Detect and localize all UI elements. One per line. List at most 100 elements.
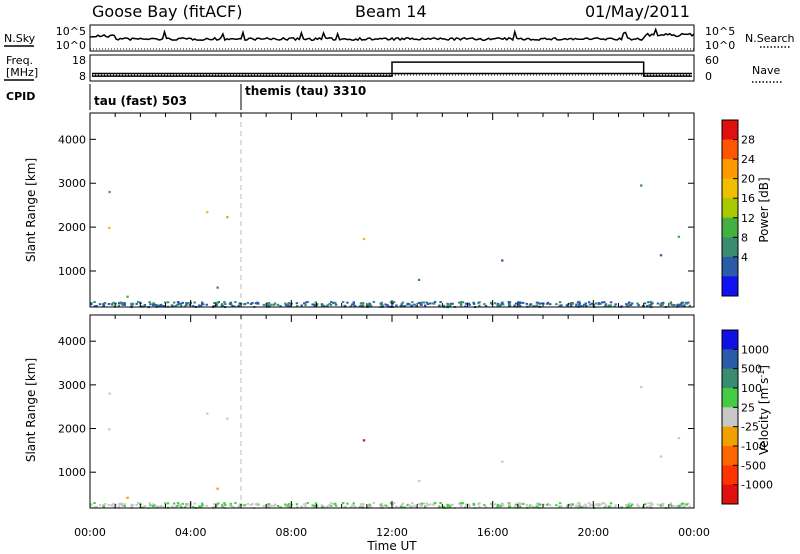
- velocity-cell: [483, 504, 486, 507]
- power-cell: [284, 304, 288, 307]
- power-cell: [384, 303, 387, 306]
- velocity-cell: [583, 504, 586, 507]
- power-cell: [688, 304, 692, 307]
- power-cell: [286, 303, 290, 306]
- colorbar-swatch: [722, 217, 738, 238]
- power-cell: [583, 303, 586, 306]
- velocity-cell: [389, 502, 393, 505]
- power-cell: [229, 301, 232, 304]
- velocity-cell: [429, 503, 432, 506]
- power-cell: [131, 303, 134, 306]
- nave-step-line: [92, 61, 692, 77]
- velocity-cell: [295, 506, 299, 509]
- velocity-cell: [223, 502, 226, 505]
- velocity-cell: [659, 455, 663, 458]
- y-tick-label: 4000: [58, 133, 86, 146]
- velocity-cell: [303, 503, 306, 506]
- velocity-cell: [607, 505, 611, 508]
- power-cell: [578, 302, 581, 305]
- power-cell: [332, 302, 335, 305]
- power-cell: [603, 301, 606, 304]
- velocity-cell: [478, 502, 481, 505]
- power-cell: [334, 301, 337, 304]
- power-cell: [341, 301, 345, 304]
- power-cell: [549, 303, 552, 306]
- power-cell: [628, 301, 631, 304]
- power-cell: [683, 304, 686, 307]
- power-scatter: [90, 184, 692, 309]
- power-cell: [439, 300, 442, 303]
- power-cell: [493, 302, 497, 305]
- power-cell: [429, 302, 432, 305]
- power-cell: [103, 302, 107, 305]
- power-cell: [535, 301, 539, 304]
- power-cell: [135, 302, 138, 305]
- power-cell: [649, 305, 653, 308]
- velocity-cell: [446, 503, 449, 506]
- velocity-cell: [166, 502, 170, 505]
- colorbar-swatch: [722, 178, 738, 199]
- power-cell: [529, 303, 533, 306]
- velocity-cell: [449, 503, 453, 506]
- power-cell: [287, 305, 290, 308]
- cpid-segment-1: tau (fast) 503: [94, 94, 187, 108]
- power-cell: [574, 305, 578, 308]
- velocity-cell: [581, 506, 584, 509]
- velocity-cell: [102, 504, 105, 507]
- power-cell: [179, 302, 183, 305]
- power-cell: [587, 301, 591, 304]
- velocity-cell: [431, 503, 435, 506]
- power-cell: [334, 303, 338, 306]
- velocity-cell: [153, 504, 156, 507]
- velocity-cell: [438, 505, 441, 508]
- power-cell: [468, 303, 471, 306]
- velocity-cell: [592, 505, 596, 508]
- power-cell: [265, 302, 269, 305]
- power-y-axis: 1000 2000 3000 4000: [58, 133, 694, 278]
- y-tick-label: 2000: [58, 221, 86, 234]
- power-cell: [648, 304, 652, 307]
- noise-trace: [89, 27, 695, 50]
- velocity-cell: [200, 502, 204, 505]
- velocity-cell: [368, 503, 371, 506]
- power-cell: [571, 302, 574, 305]
- power-cell: [546, 302, 549, 305]
- power-cell: [629, 304, 633, 307]
- colorbar-frame: [721, 119, 739, 297]
- power-cell: [605, 304, 608, 307]
- power-cell: [166, 301, 170, 304]
- power-cell: [484, 305, 488, 308]
- velocity-cell: [287, 506, 290, 509]
- colorbar-swatch: [722, 368, 738, 389]
- power-cell: [121, 303, 124, 306]
- velocity-cell: [179, 503, 183, 506]
- noise-sky-line: [89, 27, 695, 42]
- velocity-cell: [395, 505, 398, 508]
- power-cell: [192, 305, 195, 308]
- freq-label: Freq.: [6, 54, 33, 67]
- velocity-cell: [313, 504, 316, 507]
- velocity-cell: [159, 504, 163, 507]
- velocity-cell: [517, 504, 520, 507]
- power-cell: [256, 301, 259, 304]
- power-cell: [174, 304, 178, 307]
- power-cell: [517, 301, 520, 304]
- power-cell: [328, 302, 331, 305]
- colorbar-tick-label: 100: [741, 382, 762, 395]
- power-cell: [90, 302, 93, 305]
- velocity-cell: [661, 504, 664, 507]
- velocity-cell: [226, 417, 229, 420]
- velocity-cell: [625, 506, 629, 509]
- colorbar-tick-label: -500: [741, 459, 766, 472]
- power-cell: [136, 300, 140, 303]
- power-cell: [111, 303, 114, 306]
- velocity-cell: [108, 428, 111, 431]
- velocity-cell: [314, 502, 318, 505]
- power-cell: [431, 302, 435, 305]
- velocity-cell: [533, 506, 537, 509]
- velocity-cell: [179, 505, 183, 508]
- power-cell: [410, 304, 414, 307]
- velocity-cell: [330, 502, 333, 505]
- x-tick-label: 20:00: [577, 526, 609, 539]
- y-tick-label: 1000: [58, 265, 86, 278]
